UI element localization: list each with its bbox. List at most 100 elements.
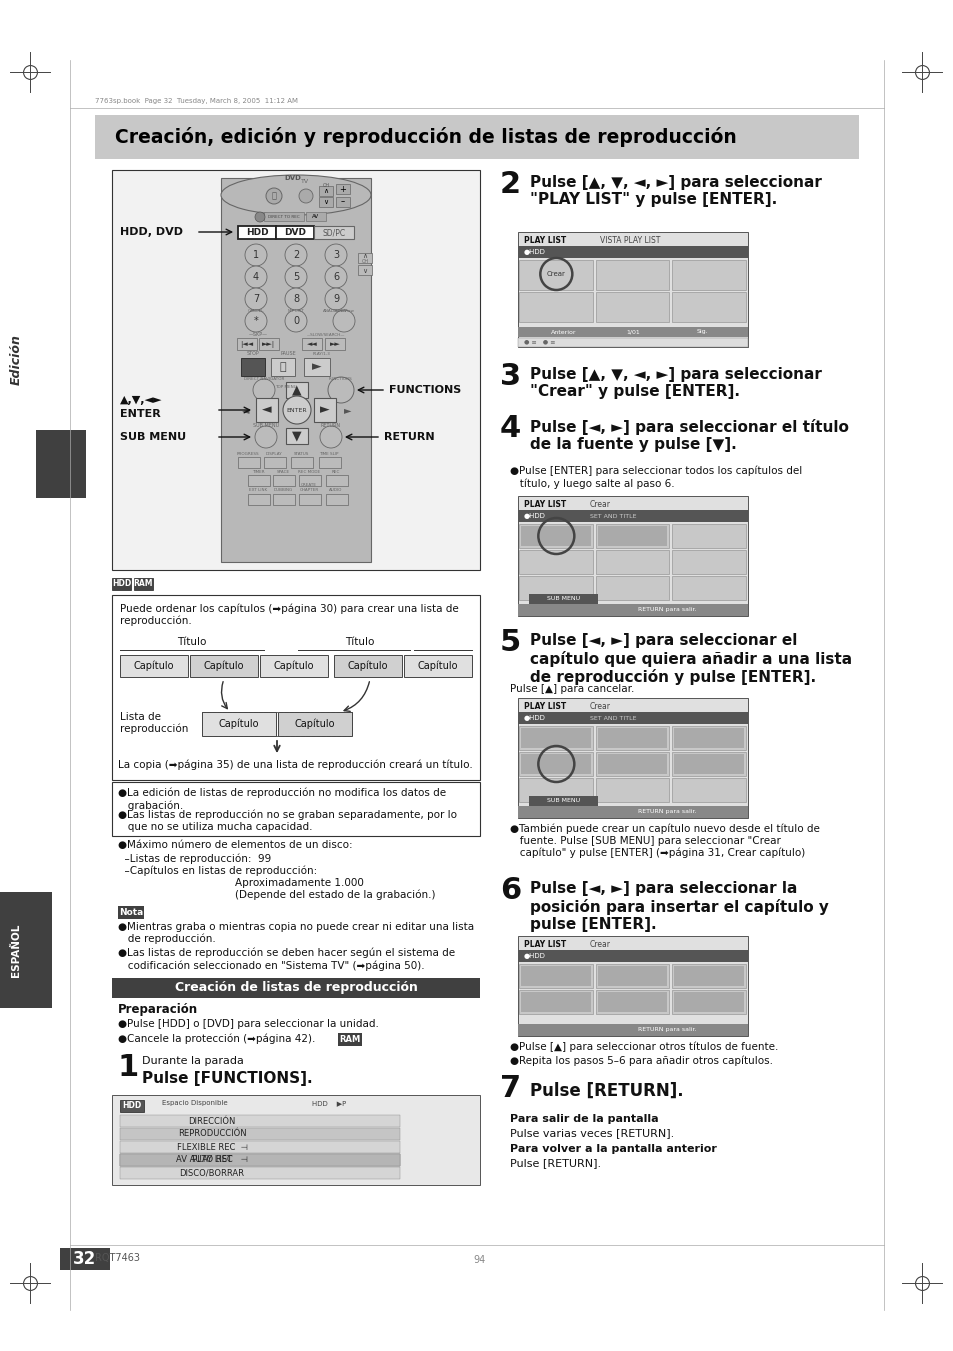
Bar: [335, 197, 350, 207]
Text: Pulse [RETURN].: Pulse [RETURN].: [510, 1158, 600, 1169]
Text: PLAY LIST: PLAY LIST: [523, 940, 566, 948]
Text: DVD: DVD: [284, 228, 306, 236]
Circle shape: [325, 266, 347, 288]
Text: REPRODUCCIÓN: REPRODUCCIÓN: [177, 1129, 246, 1139]
Text: RETURN para salir.: RETURN para salir.: [638, 1028, 696, 1032]
Bar: [120, 1115, 399, 1127]
Bar: [221, 178, 371, 562]
Text: La copia (➡página 35) de una lista de reproducción creará un título.: La copia (➡página 35) de una lista de re…: [118, 761, 473, 770]
Text: *: *: [253, 316, 258, 326]
Bar: [241, 358, 265, 376]
Text: Aproximadamente 1.000: Aproximadamente 1.000: [118, 878, 363, 888]
Bar: [120, 1100, 144, 1112]
Text: ●HDD: ●HDD: [523, 513, 545, 519]
Bar: [357, 253, 372, 263]
Bar: [674, 992, 743, 1012]
Bar: [258, 338, 278, 350]
Bar: [672, 778, 745, 802]
Text: –: –: [340, 197, 345, 207]
Bar: [112, 578, 131, 590]
Bar: [357, 265, 372, 276]
Text: ►►: ►►: [330, 340, 340, 347]
Circle shape: [333, 309, 355, 332]
Bar: [260, 655, 328, 677]
Text: 3: 3: [499, 362, 520, 390]
Text: 1/01: 1/01: [625, 330, 639, 335]
Circle shape: [254, 426, 276, 449]
Bar: [326, 476, 348, 486]
Bar: [236, 338, 256, 350]
Bar: [517, 698, 747, 817]
Text: SPACE: SPACE: [276, 470, 290, 474]
Bar: [674, 754, 743, 774]
Bar: [318, 186, 333, 196]
Text: |◄◄: |◄◄: [240, 340, 253, 347]
Text: 7: 7: [499, 1074, 520, 1102]
Text: Crear: Crear: [589, 703, 610, 711]
Text: 8: 8: [293, 295, 298, 304]
Circle shape: [245, 309, 267, 332]
Bar: [517, 1024, 747, 1036]
Bar: [517, 327, 747, 336]
Text: DIRECCIÓN: DIRECCIÓN: [188, 1116, 235, 1125]
Text: MY LIST: MY LIST: [288, 309, 304, 313]
Text: ANALOG/DIF: ANALOG/DIF: [323, 309, 349, 313]
Text: Capítulo: Capítulo: [133, 661, 174, 671]
Text: 2: 2: [499, 170, 520, 199]
Bar: [202, 712, 352, 736]
Text: RETURN: RETURN: [320, 423, 341, 428]
Text: RETURN para salir.: RETURN para salir.: [638, 809, 696, 815]
Text: SUB MENU: SUB MENU: [547, 597, 580, 601]
Bar: [674, 966, 743, 986]
Bar: [595, 259, 669, 290]
Text: Sig.: Sig.: [696, 330, 707, 335]
Text: 32: 32: [73, 1250, 96, 1269]
Bar: [595, 550, 669, 574]
Text: HDD: HDD: [122, 1101, 141, 1111]
Bar: [264, 212, 304, 222]
Bar: [248, 476, 270, 486]
Circle shape: [285, 245, 307, 266]
Bar: [672, 292, 745, 322]
Text: SUB MENU: SUB MENU: [120, 432, 186, 442]
Text: ▲,▼,◄►: ▲,▼,◄►: [120, 394, 162, 405]
Bar: [595, 753, 669, 775]
Bar: [112, 1096, 479, 1185]
Circle shape: [245, 266, 267, 288]
Text: 5: 5: [293, 272, 299, 282]
Text: Creación, edición y reproducción de listas de reproducción: Creación, edición y reproducción de list…: [115, 127, 736, 147]
Text: HDD, DVD: HDD, DVD: [120, 227, 183, 236]
Text: DISPLAY: DISPLAY: [265, 453, 282, 457]
Text: PLAY LIST: PLAY LIST: [523, 500, 566, 509]
Bar: [255, 399, 277, 422]
Bar: [112, 594, 479, 780]
Bar: [304, 358, 330, 376]
Bar: [335, 184, 350, 195]
Text: 9: 9: [333, 295, 338, 304]
Text: Puede ordenar los capítulos (➡página 30) para crear una lista de
reproducción.: Puede ordenar los capítulos (➡página 30)…: [120, 603, 458, 626]
Text: Título: Título: [345, 638, 375, 647]
Text: Crear: Crear: [589, 500, 610, 509]
Text: ●Máximo número de elementos de un disco:: ●Máximo número de elementos de un disco:: [118, 840, 353, 850]
Text: 2: 2: [293, 250, 299, 259]
Bar: [518, 778, 592, 802]
Bar: [520, 754, 590, 774]
Text: 3: 3: [333, 250, 338, 259]
Bar: [248, 494, 270, 505]
Text: SUB MENU: SUB MENU: [547, 798, 580, 804]
Bar: [120, 1154, 399, 1166]
Circle shape: [319, 426, 341, 449]
Text: ●Pulse [▲] para seleccionar otros títulos de fuente.: ●Pulse [▲] para seleccionar otros título…: [510, 1042, 778, 1052]
Text: 1: 1: [118, 1052, 139, 1082]
Text: 1: 1: [253, 250, 259, 259]
Text: RETURN para salir.: RETURN para salir.: [638, 608, 696, 612]
Text: —SLOW/SEARCH—: —SLOW/SEARCH—: [307, 332, 345, 336]
Text: DVD: DVD: [284, 176, 300, 181]
Bar: [120, 1142, 399, 1152]
Text: 4: 4: [253, 272, 259, 282]
Circle shape: [266, 188, 282, 204]
Bar: [517, 604, 747, 616]
Bar: [529, 796, 598, 807]
Text: Espacio Disponible: Espacio Disponible: [162, 1100, 228, 1106]
Bar: [518, 550, 592, 574]
